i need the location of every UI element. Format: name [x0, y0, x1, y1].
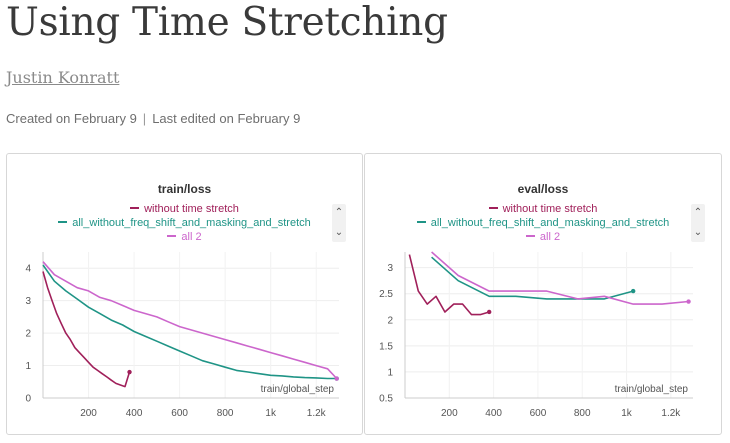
- legend-swatch: [58, 221, 68, 224]
- y-tick-label: 1: [387, 367, 393, 378]
- x-tick-label: 800: [574, 408, 591, 419]
- legend-label: without time stretch: [502, 203, 598, 215]
- train-loss-plot[interactable]: 0 1 2 3 4 200 400 600 800 1k 1.2k train/global_step: [7, 154, 362, 434]
- legend-item-all-2[interactable]: all 2: [7, 230, 362, 244]
- x-tick-label: 1.2k: [307, 408, 327, 419]
- series-line-1: [408, 254, 490, 316]
- legend-item-all-2[interactable]: all 2: [365, 230, 721, 244]
- chart-legend: without time stretch all_without_freq_sh…: [365, 202, 721, 244]
- y-tick-label: 1: [25, 361, 31, 372]
- chevron-up-icon[interactable]: ⌃: [693, 207, 703, 218]
- y-tick-label: 1.5: [379, 341, 393, 352]
- y-tick-label: 2.5: [379, 289, 393, 300]
- x-tick-label: 600: [530, 408, 547, 419]
- series-end-point: [486, 309, 492, 315]
- report-meta: Created on February 9 | Last edited on Feb…: [6, 111, 300, 126]
- x-axis-title: train/global_step: [615, 384, 689, 395]
- x-tick-label: 200: [441, 408, 458, 419]
- page-title: Using Time Stretching: [6, 0, 448, 45]
- meta-separator: |: [142, 111, 147, 126]
- legend-item-without-time-stretch[interactable]: without time stretch: [7, 202, 362, 216]
- author-link[interactable]: Justin Konratt: [6, 68, 120, 87]
- series-line-3: [431, 251, 689, 305]
- legend-label: all 2: [181, 231, 202, 243]
- created-date: Created on February 9: [6, 111, 137, 126]
- legend-swatch: [130, 207, 140, 210]
- series-end-point: [686, 299, 691, 304]
- legend-label: without time stretch: [144, 203, 239, 215]
- y-tick-label: 3: [25, 296, 31, 307]
- legend-item-all-without-freq-shift[interactable]: all_without_freq_shift_and_masking_and_s…: [7, 216, 362, 230]
- series-end-point: [630, 288, 636, 294]
- y-tick-label: 4: [25, 264, 31, 275]
- x-tick-label: 200: [80, 408, 97, 419]
- y-tick-label: 0: [25, 394, 31, 405]
- legend-item-without-time-stretch[interactable]: without time stretch: [365, 202, 721, 216]
- edited-date: Last edited on February 9: [152, 111, 301, 126]
- legend-label: all_without_freq_shift_and_masking_and_s…: [430, 217, 670, 229]
- legend-swatch: [488, 207, 498, 210]
- series-end-point: [127, 369, 132, 375]
- series-line-3: [42, 261, 338, 380]
- x-tick-label: 1.2k: [661, 408, 681, 419]
- legend-item-all-without-freq-shift[interactable]: all_without_freq_shift_and_masking_and_s…: [365, 216, 721, 230]
- legend-label: all_without_freq_shift_and_masking_and_s…: [72, 217, 311, 229]
- chart-legend: without time stretch all_without_freq_sh…: [7, 202, 362, 244]
- series-end-point: [334, 376, 339, 381]
- x-axis-title: train/global_step: [261, 384, 335, 395]
- x-tick-label: 800: [217, 408, 234, 419]
- x-tick-label: 1k: [265, 408, 277, 419]
- chevron-down-icon[interactable]: ⌄: [334, 227, 344, 238]
- series-line-2: [42, 264, 337, 380]
- x-tick-label: 400: [126, 408, 143, 419]
- eval-loss-panel[interactable]: eval/loss without time stretch all_witho…: [364, 153, 722, 435]
- x-tick-label: 1k: [621, 408, 633, 419]
- series-line-2: [431, 256, 634, 300]
- chevron-down-icon[interactable]: ⌄: [693, 227, 703, 238]
- x-tick-label: 600: [171, 408, 188, 419]
- eval-loss-plot[interactable]: 0.5 1 1.5 2 2.5 3 200 400 600 800 1k 1.2k train/glob…: [365, 154, 721, 434]
- legend-swatch: [167, 235, 177, 238]
- legend-scroll[interactable]: ⌃ ⌄: [691, 204, 705, 242]
- x-tick-label: 400: [485, 408, 502, 419]
- legend-swatch: [416, 221, 426, 224]
- legend-label: all 2: [539, 231, 561, 243]
- chevron-up-icon[interactable]: ⌃: [334, 207, 344, 218]
- train-loss-panel[interactable]: train/loss without time stretch all_with…: [6, 153, 363, 435]
- chart-title: eval/loss: [517, 182, 569, 196]
- y-tick-label: 3: [387, 263, 393, 274]
- legend-scroll[interactable]: ⌃ ⌄: [332, 204, 346, 242]
- series-line-1: [42, 271, 131, 388]
- y-tick-label: 0.5: [379, 394, 393, 405]
- y-tick-label: 2: [25, 329, 31, 340]
- legend-swatch: [525, 235, 535, 238]
- y-tick-label: 2: [387, 315, 393, 326]
- chart-title: train/loss: [157, 182, 212, 196]
